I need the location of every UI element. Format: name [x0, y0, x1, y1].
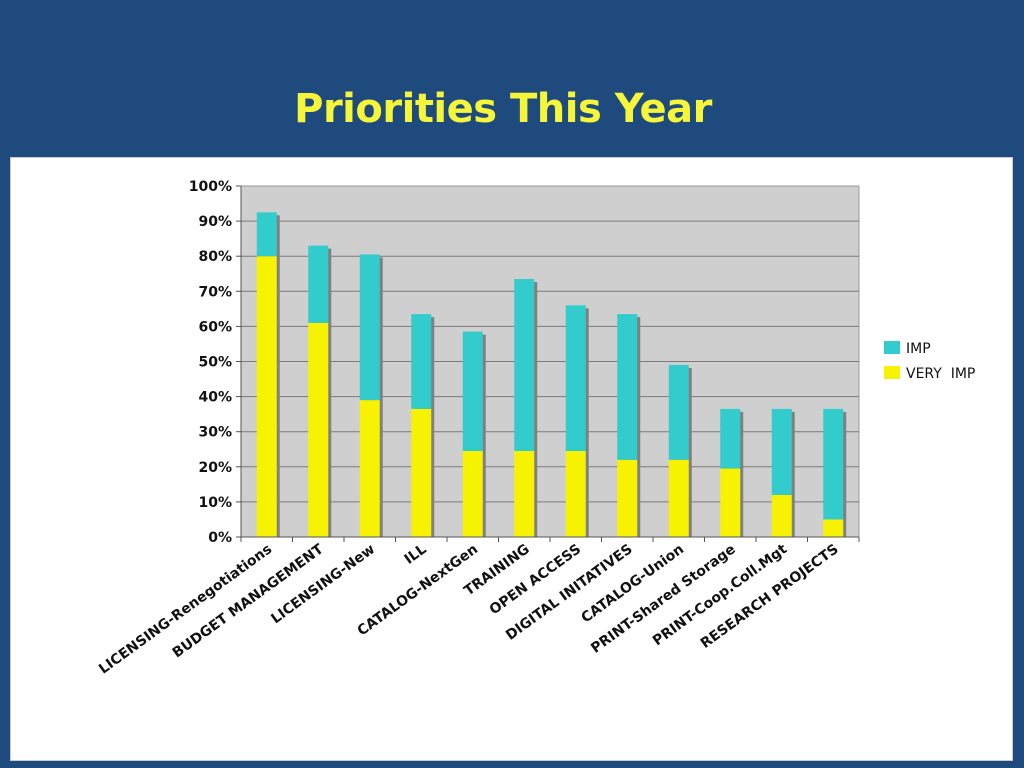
plot-area — [240, 185, 860, 538]
slide-title: Priorities This Year — [294, 86, 712, 132]
bar-imp — [565, 305, 586, 452]
y-tick-label: 90% — [198, 214, 232, 230]
y-axis: 0% 10% 20% 30% 40% 50% 60% 70% 80% 90% 100% — [189, 179, 242, 546]
bar-imp — [514, 279, 535, 452]
bar-imp — [256, 212, 277, 257]
bar-very-imp — [617, 459, 638, 537]
y-tick-label: 30% — [198, 425, 232, 441]
bar-imp — [823, 408, 844, 520]
x-category-label: ILL — [402, 541, 430, 568]
bars — [256, 212, 847, 538]
y-tick-label: 100% — [189, 179, 232, 195]
bar-imp — [668, 365, 689, 460]
y-tick-label: 60% — [198, 319, 232, 335]
bar-very-imp — [462, 451, 483, 537]
bar-very-imp — [565, 451, 586, 537]
bar-imp — [411, 314, 432, 409]
bar-very-imp — [411, 408, 432, 537]
legend-label: IMP — [906, 341, 931, 357]
bar-very-imp — [823, 519, 844, 537]
y-tick-label: 10% — [198, 495, 232, 511]
bar-very-imp — [256, 256, 277, 537]
y-tick-label: 80% — [198, 249, 232, 265]
bar-imp — [462, 331, 483, 452]
legend-label: VERY IMP — [906, 366, 975, 382]
bar-imp — [720, 408, 741, 469]
y-tick-label: 0% — [208, 530, 232, 546]
bar-imp — [617, 314, 638, 460]
legend-swatch — [884, 341, 900, 354]
y-tick-label: 20% — [198, 460, 232, 476]
chart-panel: 0% 10% 20% 30% 40% 50% 60% 70% 80% 90% 100% LICENS… — [10, 157, 1013, 761]
bar-imp — [359, 254, 380, 401]
bar-very-imp — [771, 494, 792, 537]
y-tick-label: 40% — [198, 390, 232, 406]
bar-very-imp — [720, 468, 741, 537]
bar-very-imp — [668, 459, 689, 537]
bar-imp — [771, 408, 792, 495]
legend-swatch — [884, 366, 900, 379]
bar-imp — [308, 245, 329, 323]
y-tick-label: 50% — [198, 355, 232, 371]
bar-very-imp — [308, 322, 329, 537]
bar-very-imp — [514, 451, 535, 537]
stacked-bar-chart: 0% 10% 20% 30% 40% 50% 60% 70% 80% 90% 100% LICENS… — [96, 179, 975, 678]
legend: IMP VERY IMP — [884, 341, 975, 382]
y-tick-label: 70% — [198, 284, 232, 300]
bar-very-imp — [359, 400, 380, 537]
